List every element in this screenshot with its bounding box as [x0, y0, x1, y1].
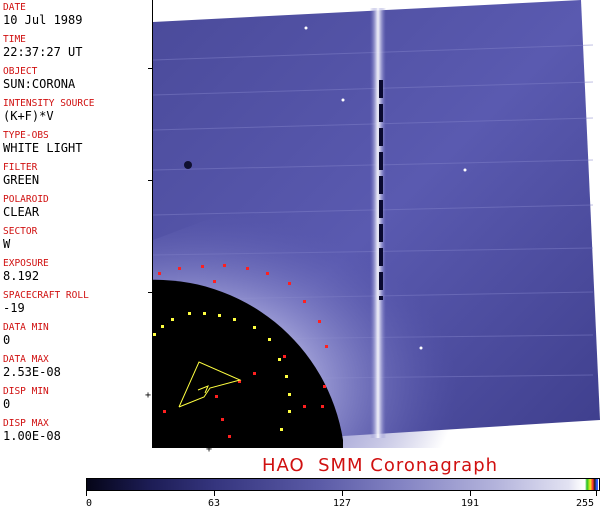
axis-tick	[148, 68, 152, 69]
metadata-panel: DATE 10 Jul 1989 TIME 22:37:27 UT OBJECT…	[0, 0, 153, 448]
meta-field-exposure: EXPOSURE 8.192	[3, 258, 49, 283]
meta-value: WHITE LIGHT	[3, 141, 83, 155]
meta-label: POLAROID	[3, 194, 49, 205]
meta-value: -19	[3, 301, 25, 315]
colorbar-label: 127	[332, 498, 352, 509]
meta-value: SUN:CORONA	[3, 77, 76, 91]
colorbar-tick	[596, 491, 597, 496]
star-point	[419, 346, 423, 350]
dark-spot	[184, 161, 192, 169]
meta-field-intensity-source: INTENSITY SOURCE (K+F)*V	[3, 98, 95, 123]
colorbar-label: 63	[207, 498, 221, 509]
meta-field-filter: FILTER GREEN	[3, 162, 39, 187]
meta-value: 22:37:27 UT	[3, 45, 83, 59]
meta-field-disp-max: DISP MAX 1.00E-08	[3, 418, 61, 443]
overlay-triangle	[178, 361, 242, 408]
meta-field-object: OBJECT SUN:CORONA	[3, 66, 75, 91]
meta-label: SECTOR	[3, 226, 38, 237]
crosshair-mark: +	[206, 444, 213, 455]
axis-tick	[148, 292, 152, 293]
colorbar-tick	[470, 491, 471, 496]
meta-field-data-max: DATA MAX 2.53E-08	[3, 354, 61, 379]
meta-field-disp-min: DISP MIN 0	[3, 386, 49, 411]
meta-value: W	[3, 237, 11, 251]
coronagraph-image-svg	[146, 0, 600, 448]
colorbar-tick	[342, 491, 343, 496]
meta-field-data-min: DATA MIN 0	[3, 322, 49, 347]
meta-label: FILTER	[3, 162, 38, 173]
meta-field-type-obs: TYPE-OBS WHITE LIGHT	[3, 130, 82, 155]
colorbar-tick	[86, 491, 87, 496]
axis-tick	[148, 180, 152, 181]
meta-label: DATA MAX	[3, 354, 49, 365]
coronagraph-image	[146, 0, 600, 448]
meta-value: (K+F)*V	[3, 109, 54, 123]
crosshair-mark: +	[145, 390, 152, 401]
meta-label: DISP MIN	[3, 386, 49, 397]
colorbar-label: 0	[85, 498, 93, 509]
meta-value: 10 Jul 1989	[3, 13, 83, 27]
meta-label: SPACECRAFT ROLL	[3, 290, 89, 301]
meta-value: GREEN	[3, 173, 40, 187]
meta-label: INTENSITY SOURCE	[3, 98, 95, 109]
meta-value: 1.00E-08	[3, 429, 61, 443]
footer-title: HAO SMM Coronagraph	[261, 455, 499, 476]
star-point	[304, 26, 308, 30]
meta-field-date: DATE 10 Jul 1989	[3, 2, 82, 27]
overlay-yellow-points	[153, 312, 291, 431]
meta-field-sector: SECTOR W	[3, 226, 37, 251]
colorbar-label: 255	[575, 498, 595, 509]
meta-label: DISP MAX	[3, 418, 49, 429]
meta-value: 8.192	[3, 269, 40, 283]
colorbar-label: 191	[460, 498, 480, 509]
colorbar-overflow-colors	[585, 479, 598, 490]
meta-label: TYPE-OBS	[3, 130, 49, 141]
occulter-disk	[146, 279, 343, 448]
meta-value: 2.53E-08	[3, 365, 61, 379]
meta-value: 0	[3, 333, 11, 347]
colorbar	[86, 478, 600, 491]
colorbar-tick	[214, 491, 215, 496]
meta-field-spacecraft-roll: SPACECRAFT ROLL -19	[3, 290, 89, 315]
meta-value: CLEAR	[3, 205, 40, 219]
coronal-streamer	[370, 8, 386, 438]
meta-field-polaroid: POLAROID CLEAR	[3, 194, 49, 219]
meta-label: DATA MIN	[3, 322, 49, 333]
meta-label: EXPOSURE	[3, 258, 49, 269]
meta-label: OBJECT	[3, 66, 38, 77]
overlay-red-points	[158, 264, 328, 438]
meta-label: TIME	[3, 34, 26, 45]
meta-label: DATE	[3, 2, 26, 13]
overlay-triangle-inner	[197, 385, 209, 394]
star-point	[341, 98, 345, 102]
star-point	[463, 168, 467, 172]
meta-value: 0	[3, 397, 11, 411]
meta-field-time: TIME 22:37:27 UT	[3, 34, 82, 59]
